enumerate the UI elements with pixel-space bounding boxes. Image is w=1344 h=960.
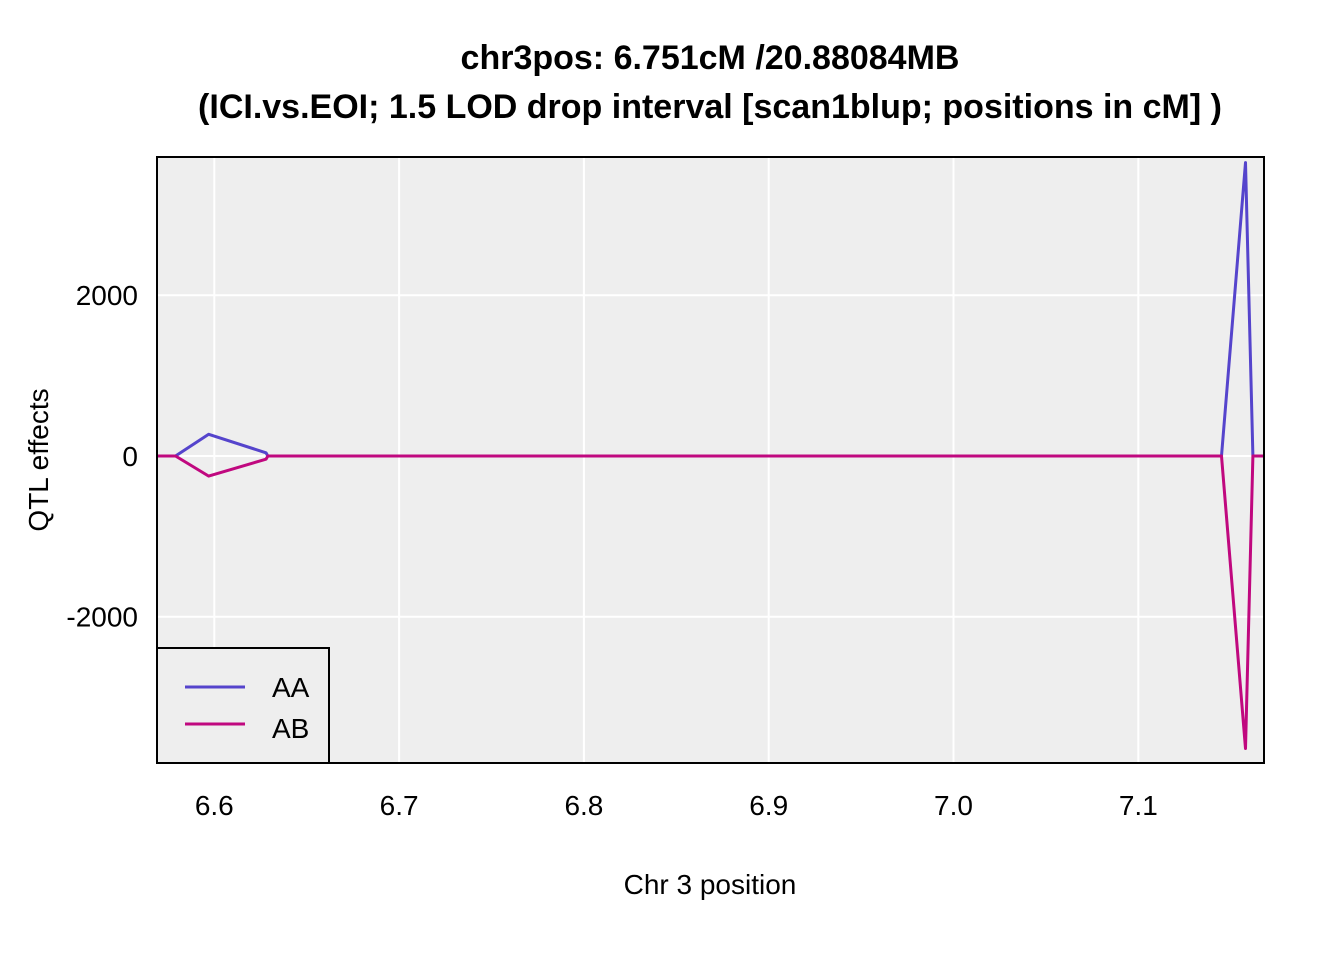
series-lines (157, 161, 1264, 750)
plot-border (156, 156, 1265, 764)
y-tick-label: -2000 (66, 602, 138, 633)
x-axis-label: Chr 3 position (624, 869, 797, 900)
chart-title-line1: chr3pos: 6.751cM /20.88084MB (461, 39, 960, 77)
plot-panel (157, 157, 1264, 763)
x-tick-label: 7.1 (1119, 790, 1158, 821)
y-axis-ticks: -2000 0 2000 (66, 280, 138, 632)
x-tick-label: 6.7 (380, 790, 419, 821)
y-axis-label: QTL effects (23, 388, 54, 531)
legend-label-ab: AB (272, 713, 309, 744)
legend-label-aa: AA (272, 672, 310, 703)
legend: AA AB (156, 647, 330, 764)
series-line-ab (157, 454, 1264, 750)
x-tick-label: 6.8 (564, 790, 603, 821)
x-tick-label: 7.0 (934, 790, 973, 821)
x-tick-label: 6.6 (195, 790, 234, 821)
legend-box (156, 647, 330, 764)
y-tick-label: 0 (122, 441, 138, 472)
chart-title-line2: (ICI.vs.EOI; 1.5 LOD drop interval [scan… (198, 88, 1222, 126)
x-axis-ticks: 6.6 6.7 6.8 6.9 7.0 7.1 (195, 790, 1158, 821)
x-tick-label: 6.9 (749, 790, 788, 821)
y-tick-label: 2000 (76, 280, 138, 311)
